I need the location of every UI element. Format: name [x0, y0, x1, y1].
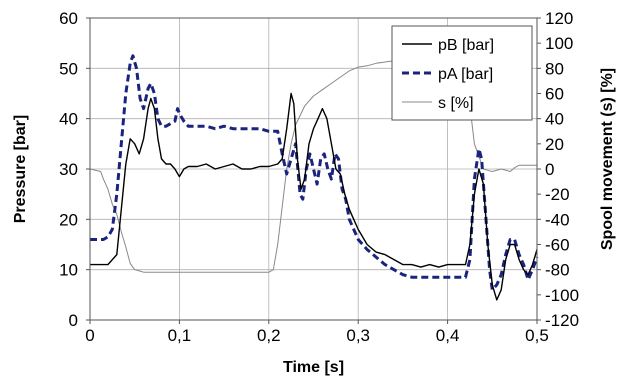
x-axis-ticks: 0 0,1 0,2 0,3 0,4 0,5: [85, 320, 549, 345]
x-tick-label: 0,2: [257, 326, 281, 345]
legend-box: [391, 25, 533, 121]
left-y-tick-label: 30: [59, 160, 78, 179]
right-y-tick-label: -120: [545, 311, 579, 330]
left-y-axis-title: Pressure [bar]: [12, 115, 29, 224]
right-y-tick-label: 100: [545, 34, 573, 53]
left-y-tick-label: 40: [59, 110, 78, 129]
legend: pB [bar] pA [bar] s [%]: [391, 25, 533, 121]
left-y-tick-label: 10: [59, 261, 78, 280]
x-axis-title: Time [s]: [283, 359, 344, 376]
series-line-pb: [90, 92, 538, 301]
left-y-tick-label: 50: [59, 59, 78, 78]
x-tick-label: 0: [85, 326, 94, 345]
right-y-tick-label: 0: [545, 160, 554, 179]
right-y-tick-label: 20: [545, 135, 564, 154]
legend-label-pb: pB [bar]: [438, 37, 494, 54]
x-tick-label: 0,3: [346, 326, 370, 345]
right-y-tick-label: 80: [545, 59, 564, 78]
x-tick-label: 0,5: [525, 326, 549, 345]
left-y-tick-label: 0: [69, 311, 78, 330]
legend-label-s: s [%]: [438, 95, 474, 112]
right-y-tick-label: -60: [545, 236, 570, 255]
series-line-s: [89, 60, 537, 273]
right-y-tick-label: -80: [545, 261, 570, 280]
right-y-tick-label: -100: [545, 286, 579, 305]
series-layer: [89, 54, 539, 301]
x-tick-label: 0,1: [168, 326, 192, 345]
right-y-axis-ticks: -120 -100 -80 -60 -40 -20 0 20 40 60 80 100 120: [537, 9, 579, 330]
right-y-tick-label: -40: [545, 210, 570, 229]
left-y-tick-label: 60: [59, 9, 78, 28]
right-y-axis-title: Spool movement (s) [%]: [599, 68, 616, 250]
legend-label-pa: pA [bar]: [438, 66, 493, 83]
right-y-tick-label: 120: [545, 9, 573, 28]
right-y-tick-label: 40: [545, 110, 564, 129]
right-y-tick-label: 60: [545, 85, 564, 104]
right-y-tick-label: -20: [545, 185, 570, 204]
left-y-axis-ticks: 0 10 20 30 40 50 60: [59, 9, 90, 330]
left-y-tick-label: 20: [59, 210, 78, 229]
x-tick-label: 0,4: [436, 326, 460, 345]
